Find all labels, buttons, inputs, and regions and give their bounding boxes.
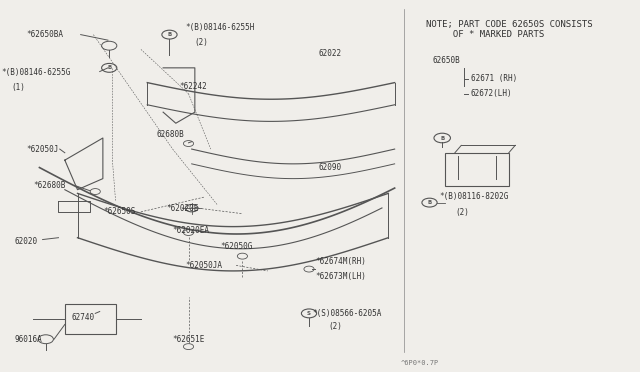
Text: (2): (2)	[455, 208, 468, 217]
Text: 96016A: 96016A	[14, 335, 42, 344]
Text: *62050J: *62050J	[27, 145, 59, 154]
Text: 62650B: 62650B	[433, 56, 460, 65]
Text: *62242: *62242	[179, 82, 207, 91]
Text: *(B)08116-8202G: *(B)08116-8202G	[439, 192, 508, 201]
Text: *62020EA: *62020EA	[173, 226, 210, 235]
Text: S: S	[307, 311, 311, 316]
Text: *62020E: *62020E	[166, 203, 198, 213]
Text: B: B	[440, 135, 444, 141]
Text: 62090: 62090	[319, 163, 342, 172]
Text: B: B	[167, 32, 172, 37]
Text: *62680B: *62680B	[33, 182, 65, 190]
Bar	[65, 304, 116, 334]
Text: *(B)08146-6255H: *(B)08146-6255H	[186, 23, 255, 32]
Text: *62650BA: *62650BA	[27, 30, 64, 39]
Text: *62050JA: *62050JA	[186, 261, 222, 270]
Text: *62650S: *62650S	[103, 207, 135, 217]
Text: 62680B: 62680B	[157, 130, 184, 139]
Text: 62020: 62020	[14, 237, 37, 246]
Text: *(B)08146-6255G: *(B)08146-6255G	[1, 68, 71, 77]
Text: *62651E: *62651E	[173, 335, 205, 344]
Text: 62672(LH): 62672(LH)	[471, 89, 513, 98]
Text: (2): (2)	[328, 322, 342, 331]
Text: B: B	[107, 65, 111, 70]
Text: NOTE; PART CODE 62650S CONSISTS
     OF * MARKED PARTS: NOTE; PART CODE 62650S CONSISTS OF * MAR…	[426, 20, 593, 39]
Text: ^6P0*0.7P: ^6P0*0.7P	[401, 360, 439, 366]
Text: *62674M(RH): *62674M(RH)	[316, 257, 366, 266]
Text: 62022: 62022	[319, 49, 342, 58]
Text: 62671 (RH): 62671 (RH)	[471, 74, 517, 83]
Text: *62050G: *62050G	[220, 243, 253, 251]
Text: B: B	[428, 200, 431, 205]
Text: *(S)08566-6205A: *(S)08566-6205A	[312, 309, 381, 318]
Text: (2): (2)	[195, 38, 209, 46]
Text: 62740: 62740	[71, 312, 94, 321]
Text: *62673M(LH): *62673M(LH)	[316, 272, 366, 281]
Text: (1): (1)	[11, 83, 25, 92]
